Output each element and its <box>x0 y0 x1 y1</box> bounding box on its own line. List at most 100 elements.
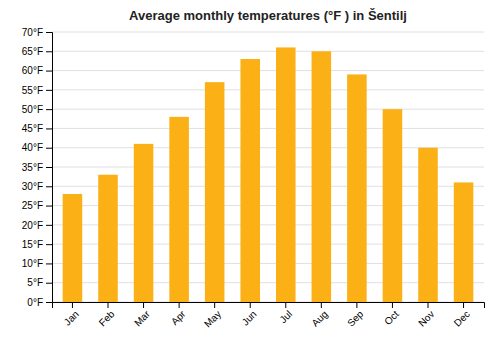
x-tick-mark <box>428 302 429 308</box>
x-axis-line <box>53 303 485 309</box>
bar <box>418 148 438 302</box>
y-tick: 10°F <box>22 258 52 269</box>
x-tick-label: Jun <box>240 308 259 327</box>
y-tick: 55°F <box>22 85 52 96</box>
bar <box>383 109 403 302</box>
x-tick-mark <box>214 302 215 308</box>
x-tick-label: Oct <box>382 308 401 327</box>
x-tick-label: Mar <box>132 308 152 328</box>
y-tick-label: 15°F <box>22 239 43 250</box>
x-tick-label: Feb <box>97 308 117 328</box>
x-tick-label: Apr <box>169 308 188 327</box>
y-tick-mark <box>46 225 52 226</box>
grid-line <box>52 109 484 110</box>
x-tick-mark <box>250 302 251 308</box>
y-tick: 45°F <box>22 123 52 134</box>
x-tick-mark <box>179 302 180 308</box>
y-tick-mark <box>46 71 52 72</box>
x-tick-label: Jan <box>62 308 81 327</box>
x-tick: Feb <box>97 302 117 328</box>
x-tick: Jul <box>277 302 294 325</box>
y-tick: 15°F <box>22 239 52 250</box>
grid <box>52 32 484 302</box>
y-tick: 25°F <box>22 200 52 211</box>
bar <box>134 144 154 302</box>
bars <box>63 47 474 302</box>
x-tick-label: Nov <box>416 308 436 328</box>
y-tick-label: 35°F <box>22 162 43 173</box>
y-tick-label: 60°F <box>22 65 43 76</box>
x-tick: Jun <box>240 302 259 328</box>
bar <box>454 182 474 302</box>
y-tick: 0°F <box>27 297 52 308</box>
y-tick: 35°F <box>22 162 52 173</box>
grid-line <box>52 128 484 129</box>
x-tick-mark <box>72 302 73 308</box>
title: Average monthly temperatures (°F ) in Še… <box>129 8 407 23</box>
x-tick-label: May <box>202 308 223 329</box>
y-tick-label: 5°F <box>27 277 43 288</box>
bar <box>98 175 118 302</box>
y-tick-mark <box>46 244 52 245</box>
x-axis: Jan Feb Mar Apr May Jun Jul Aug Sep Oct Nov Dec <box>53 302 485 330</box>
x-tick: Aug <box>309 302 329 329</box>
y-tick-label: 10°F <box>22 258 43 269</box>
bar <box>347 74 367 302</box>
y-tick: 65°F <box>22 46 52 57</box>
grid-line <box>52 89 484 90</box>
y-tick-label: 30°F <box>22 181 43 192</box>
x-tick: Mar <box>132 302 152 328</box>
x-tick: Oct <box>382 302 401 327</box>
x-tick-mark <box>321 302 322 308</box>
y-tick-mark <box>46 51 52 52</box>
y-tick-label: 40°F <box>22 142 43 153</box>
bar <box>276 47 296 302</box>
y-axis: 0°F 5°F 10°F 15°F 20°F 25°F 30°F 35°F 40°F 45°F 50… <box>22 27 53 308</box>
x-tick-mark <box>143 302 144 308</box>
bar <box>63 194 83 302</box>
grid-line <box>52 32 484 33</box>
x-tick: Apr <box>169 302 188 327</box>
grid-line <box>52 51 484 52</box>
chart: 0°F 5°F 10°F 15°F 20°F 25°F 30°F 35°F 40°F 45°F 50… <box>0 0 500 350</box>
y-tick-label: 55°F <box>22 85 43 96</box>
plot-area: 0°F 5°F 10°F 15°F 20°F 25°F 30°F 35°F 40°F 45°F 50… <box>22 27 485 330</box>
grid-line <box>52 70 484 71</box>
y-tick-mark <box>46 32 52 33</box>
y-tick-label: 25°F <box>22 200 43 211</box>
bar <box>205 82 225 302</box>
bar <box>169 117 189 302</box>
y-tick-mark <box>46 206 52 207</box>
x-tick: Sep <box>345 302 366 329</box>
y-tick: 20°F <box>22 220 52 231</box>
y-tick: 50°F <box>22 104 52 115</box>
y-tick-label: 0°F <box>27 297 43 308</box>
x-tick-mark <box>356 302 357 308</box>
y-axis-line <box>46 33 53 303</box>
y-tick-label: 50°F <box>22 104 43 115</box>
y-tick-mark <box>46 186 52 187</box>
x-tick-mark <box>285 302 286 308</box>
x-tick-mark <box>463 302 464 308</box>
x-tick-mark <box>392 302 393 308</box>
y-tick-mark <box>46 128 52 129</box>
y-tick: 40°F <box>22 142 52 153</box>
y-tick-mark <box>46 302 52 303</box>
y-tick-label: 45°F <box>22 123 43 134</box>
y-tick-mark <box>46 109 52 110</box>
y-tick-mark <box>46 167 52 168</box>
y-tick-label: 20°F <box>22 220 43 231</box>
y-tick-label: 70°F <box>22 27 43 38</box>
y-tick-mark <box>46 148 52 149</box>
x-tick-label: Aug <box>309 308 329 328</box>
y-tick: 5°F <box>27 277 52 288</box>
bar <box>240 59 260 302</box>
x-tick-label: Dec <box>452 308 472 328</box>
x-tick: Nov <box>416 302 436 329</box>
y-tick-label: 65°F <box>22 46 43 57</box>
x-tick: Dec <box>452 302 472 329</box>
y-tick: 70°F <box>22 27 52 38</box>
y-tick-mark <box>46 90 52 91</box>
y-tick: 30°F <box>22 181 52 192</box>
y-tick: 60°F <box>22 65 52 76</box>
